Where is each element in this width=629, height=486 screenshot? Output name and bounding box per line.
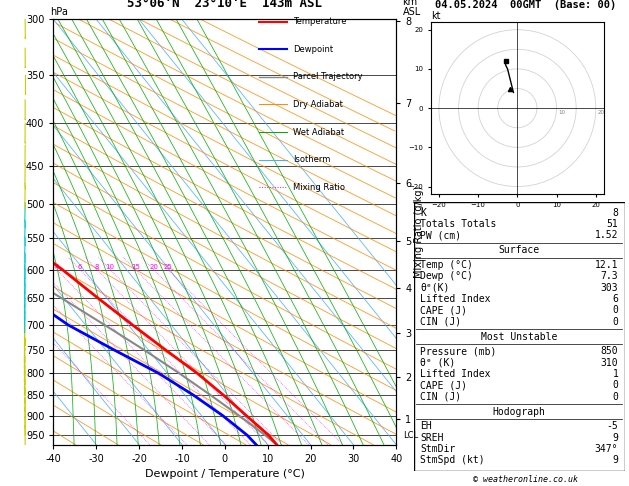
Text: Parcel Trajectory: Parcel Trajectory <box>293 72 363 81</box>
Text: 310: 310 <box>601 358 618 368</box>
Y-axis label: Mixing Ratio (g/kg): Mixing Ratio (g/kg) <box>415 186 425 278</box>
Text: 0: 0 <box>613 392 618 402</box>
Text: PW (cm): PW (cm) <box>420 230 461 241</box>
Text: 15: 15 <box>131 263 140 270</box>
Text: 10: 10 <box>106 263 114 270</box>
Text: Temp (°C): Temp (°C) <box>420 260 473 270</box>
Text: Lifted Index: Lifted Index <box>420 294 491 304</box>
Text: CIN (J): CIN (J) <box>420 392 461 402</box>
Text: Surface: Surface <box>499 245 540 255</box>
Text: CAPE (J): CAPE (J) <box>420 381 467 390</box>
Text: 51: 51 <box>606 219 618 229</box>
Text: θᵉ (K): θᵉ (K) <box>420 358 455 368</box>
Text: 04.05.2024  00GMT  (Base: 00): 04.05.2024 00GMT (Base: 00) <box>435 0 616 10</box>
Text: Hodograph: Hodograph <box>493 406 546 417</box>
Text: Dry Adiabat: Dry Adiabat <box>293 100 343 109</box>
Text: Pressure (mb): Pressure (mb) <box>420 347 496 356</box>
Text: 303: 303 <box>601 283 618 293</box>
Text: Mixing Ratio: Mixing Ratio <box>293 183 345 192</box>
Text: Temperature: Temperature <box>293 17 347 26</box>
Text: SREH: SREH <box>420 433 443 443</box>
Text: Isotherm: Isotherm <box>293 155 331 164</box>
Text: 1.52: 1.52 <box>595 230 618 241</box>
Text: 53°06'N  23°10'E  143m ASL: 53°06'N 23°10'E 143m ASL <box>127 0 323 10</box>
Text: CAPE (J): CAPE (J) <box>420 305 467 315</box>
Text: 1: 1 <box>613 369 618 379</box>
Text: 12.1: 12.1 <box>595 260 618 270</box>
Text: -5: -5 <box>606 421 618 431</box>
Text: Totals Totals: Totals Totals <box>420 219 496 229</box>
Text: 4: 4 <box>55 263 59 270</box>
Text: km
ASL: km ASL <box>403 0 421 17</box>
Text: θᵉ(K): θᵉ(K) <box>420 283 450 293</box>
Text: 347°: 347° <box>595 444 618 454</box>
Text: StmDir: StmDir <box>420 444 455 454</box>
Text: LCL: LCL <box>403 431 418 440</box>
Text: 850: 850 <box>601 347 618 356</box>
Text: EH: EH <box>420 421 432 431</box>
Text: Dewp (°C): Dewp (°C) <box>420 271 473 281</box>
Text: hPa: hPa <box>50 7 68 17</box>
Text: 6: 6 <box>77 263 82 270</box>
Text: Wet Adiabat: Wet Adiabat <box>293 128 345 137</box>
Text: 8: 8 <box>613 208 618 218</box>
X-axis label: Dewpoint / Temperature (°C): Dewpoint / Temperature (°C) <box>145 469 305 479</box>
Text: 9: 9 <box>613 455 618 466</box>
Text: 20: 20 <box>598 110 604 115</box>
Text: 0: 0 <box>613 317 618 327</box>
Text: 9: 9 <box>613 433 618 443</box>
Text: © weatheronline.co.uk: © weatheronline.co.uk <box>473 474 577 484</box>
Text: CIN (J): CIN (J) <box>420 317 461 327</box>
Text: 7.3: 7.3 <box>601 271 618 281</box>
Text: kt: kt <box>431 11 440 21</box>
Text: K: K <box>420 208 426 218</box>
Text: 0: 0 <box>613 305 618 315</box>
Text: StmSpd (kt): StmSpd (kt) <box>420 455 485 466</box>
Text: 6: 6 <box>613 294 618 304</box>
Text: 25: 25 <box>164 263 172 270</box>
Text: 20: 20 <box>149 263 158 270</box>
Text: Most Unstable: Most Unstable <box>481 331 557 342</box>
Text: 8: 8 <box>94 263 99 270</box>
Text: Dewpoint: Dewpoint <box>293 45 333 54</box>
Text: 10: 10 <box>559 110 565 115</box>
Text: Lifted Index: Lifted Index <box>420 369 491 379</box>
Text: 0: 0 <box>613 381 618 390</box>
